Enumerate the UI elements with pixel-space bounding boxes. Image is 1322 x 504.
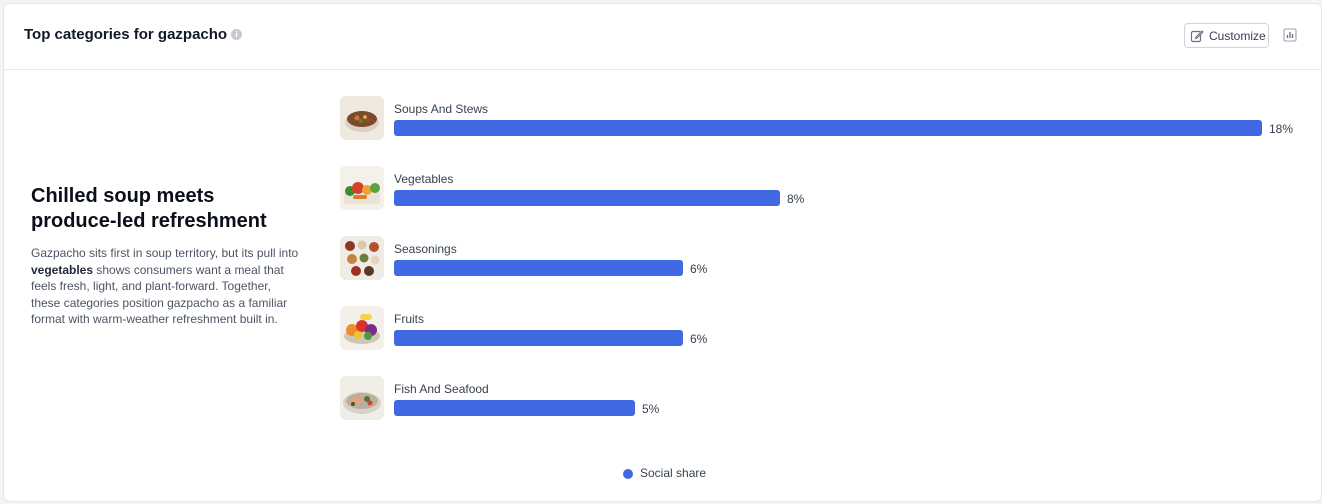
category-thumbnail <box>340 236 384 280</box>
category-thumbnail <box>340 166 384 210</box>
category-label: Fruits <box>394 312 424 326</box>
category-thumbnail <box>340 376 384 420</box>
category-thumbnail <box>340 96 384 140</box>
chart-row: Fruits 6% <box>340 306 1320 350</box>
bar-chart-icon <box>1283 28 1297 42</box>
card-title: Top categories for gazpacho <box>24 26 228 43</box>
insight-body-part: Gazpacho sits first in soup territory, b… <box>31 246 299 260</box>
chart-row: Soups And Stews 18% <box>340 96 1320 140</box>
bar-value-label: 6% <box>690 332 708 346</box>
chart-row: Seasonings 6% <box>340 236 1320 280</box>
insight-panel: Chilled soup meets produce-led refreshme… <box>31 184 301 328</box>
category-thumbnail <box>340 306 384 350</box>
chart-row: Vegetables 8% <box>340 166 1320 210</box>
bar[interactable] <box>394 190 780 206</box>
chart-row: Fish And Seafood 5% <box>340 376 1320 420</box>
chart-toggle-button[interactable] <box>1281 26 1299 44</box>
customize-button[interactable]: Customize <box>1184 23 1269 48</box>
insight-heading: Chilled soup meets produce-led refreshme… <box>31 185 267 232</box>
bar[interactable] <box>394 400 635 416</box>
category-label: Vegetables <box>394 172 454 186</box>
legend-swatch <box>623 469 633 479</box>
customize-label: Customize <box>1209 29 1266 43</box>
bar-value-label: 8% <box>787 192 805 206</box>
pencil-edit-icon <box>1190 30 1204 43</box>
category-label: Fish And Seafood <box>394 382 489 396</box>
top-categories-card: Top categories for gazpacho i Customize … <box>3 3 1322 502</box>
category-label: Soups And Stews <box>394 102 489 116</box>
info-icon[interactable]: i <box>231 29 242 40</box>
bar[interactable] <box>394 120 1262 136</box>
insight-body-part: shows consumers want a meal that feels f… <box>31 262 288 327</box>
insight-body: Gazpacho sits first in soup territory, b… <box>31 245 301 328</box>
bar-value-label: 18% <box>1269 122 1294 136</box>
card-header: Top categories for gazpacho i Customize <box>4 4 1321 70</box>
bar-value-label: 6% <box>690 262 708 276</box>
bar[interactable] <box>394 260 683 276</box>
bar-value-label: 5% <box>642 402 660 416</box>
legend-label: Social share <box>640 466 707 480</box>
bar[interactable] <box>394 330 683 346</box>
category-label: Seasonings <box>394 242 457 256</box>
insight-body-highlight: vegetables <box>31 262 94 277</box>
